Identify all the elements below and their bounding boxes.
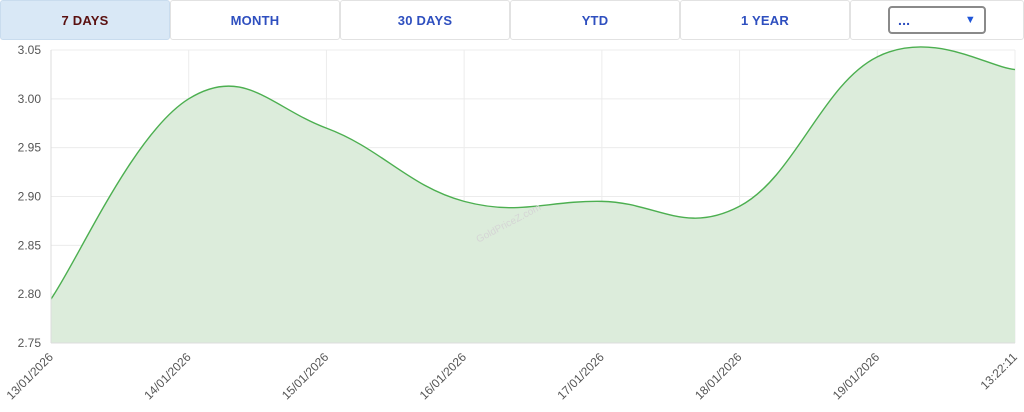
tab-ytd[interactable]: YTD (510, 0, 680, 40)
price-area (51, 46, 1015, 344)
y-tick-label: 2.90 (18, 190, 42, 204)
x-tick-label: 13:22:11 (978, 350, 1021, 393)
y-tick-label: 2.85 (18, 238, 42, 252)
range-select-container: ... ▼ (850, 0, 1024, 40)
x-tick-label: 14/01/2026 (141, 350, 194, 403)
y-tick-label: 2.95 (18, 141, 42, 155)
tab-7-days[interactable]: 7 DAYS (0, 0, 170, 40)
y-tick-label: 2.80 (18, 287, 42, 301)
x-tick-label: 15/01/2026 (279, 350, 332, 403)
x-tick-label: 18/01/2026 (692, 350, 745, 403)
range-tabs: 7 DAYS MONTH 30 DAYS YTD 1 YEAR ... ▼ (0, 0, 1024, 40)
y-tick-label: 3.05 (18, 43, 42, 57)
y-tick-label: 2.75 (18, 336, 42, 350)
range-select[interactable]: ... ▼ (888, 6, 986, 34)
x-tick-label: 16/01/2026 (417, 350, 470, 403)
chevron-down-icon: ▼ (964, 14, 976, 26)
range-select-value: ... (898, 12, 911, 28)
x-tick-label: 13/01/2026 (4, 350, 57, 403)
tab-30-days[interactable]: 30 DAYS (340, 0, 510, 40)
tab-month[interactable]: MONTH (170, 0, 340, 40)
x-tick-label: 19/01/2026 (830, 350, 883, 403)
price-line (50, 46, 1016, 300)
x-tick-label: 17/01/2026 (554, 350, 607, 403)
y-tick-label: 3.00 (18, 92, 42, 106)
tab-1-year[interactable]: 1 YEAR (680, 0, 850, 40)
